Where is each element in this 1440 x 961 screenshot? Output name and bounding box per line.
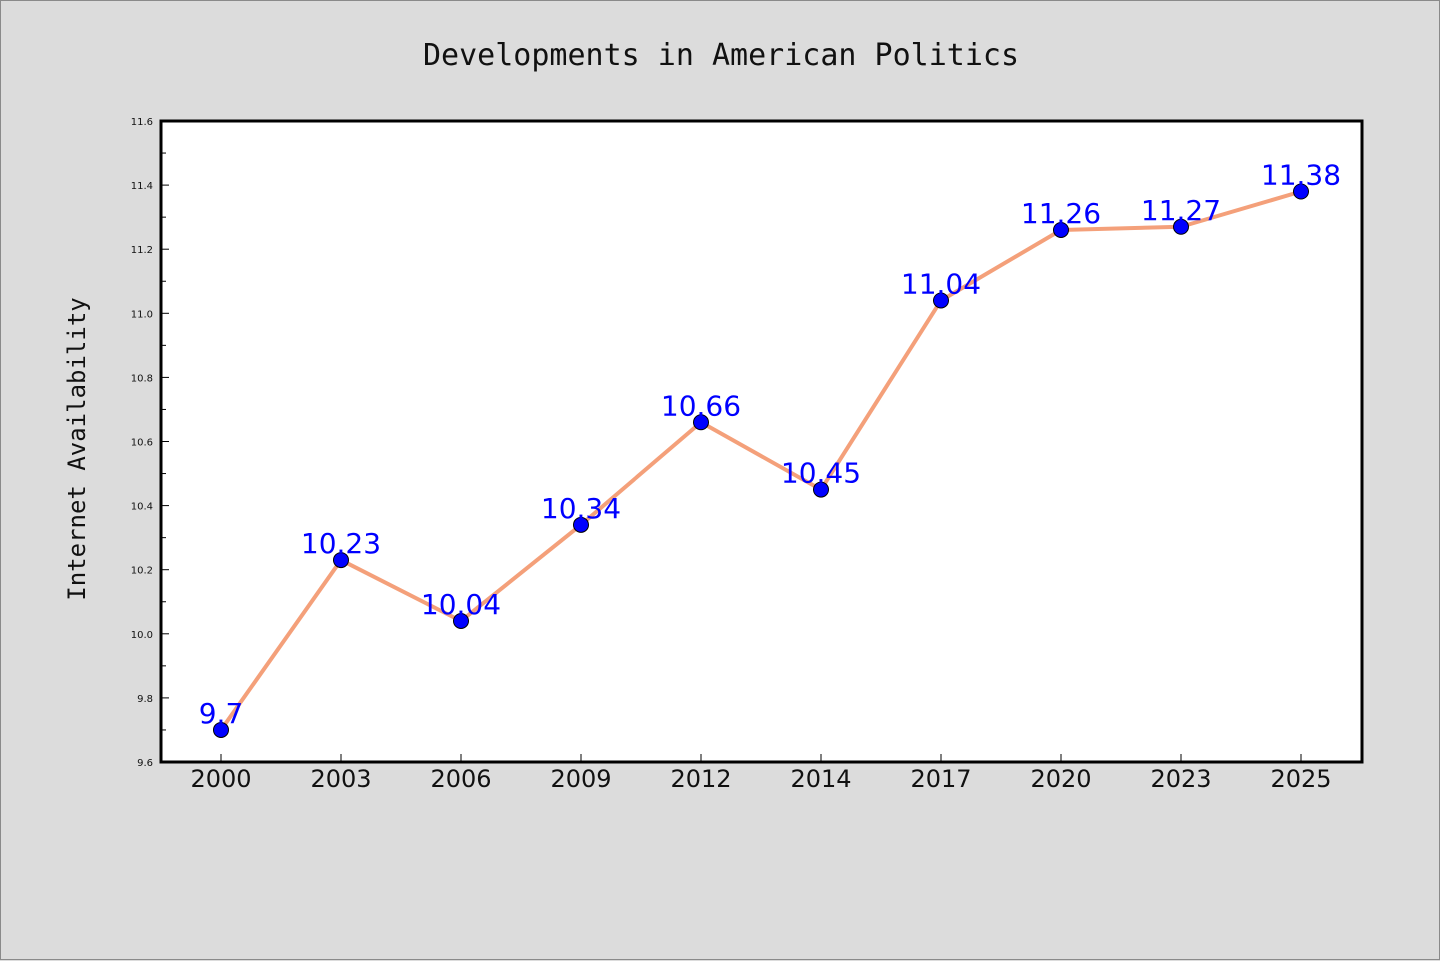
x-tick-label: 2014 (790, 765, 851, 793)
x-tick-label: 2020 (1030, 765, 1091, 793)
x-tick-label: 2003 (310, 765, 371, 793)
data-label: 10.66 (661, 389, 741, 422)
series-group (213, 183, 1309, 738)
data-label: 11.26 (1021, 197, 1101, 230)
data-labels: 9.7 10.23 10.04 10.34 10.66 10.45 11.04 11.26 11… (199, 159, 1341, 730)
y-tick-label: 9.6 (137, 758, 153, 769)
y-tick-label: 10.8 (131, 373, 153, 384)
data-label: 10.45 (781, 457, 861, 490)
data-point (573, 516, 589, 533)
y-tick-label: 10.4 (131, 502, 153, 513)
y-tick-label: 10.0 (131, 630, 153, 641)
data-point (813, 481, 829, 498)
data-point (453, 612, 469, 629)
x-tick-label: 2006 (430, 765, 491, 793)
x-axis-ticks: 2000 2003 2006 2009 2012 2014 2017 2020 2023 2025 (190, 754, 1332, 793)
data-label: 10.04 (421, 588, 501, 621)
data-label: 11.38 (1261, 159, 1341, 192)
y-tick-label: 9.8 (137, 694, 153, 705)
x-tick-label: 2017 (910, 765, 971, 793)
data-point (933, 292, 949, 309)
y-tick-label: 10.2 (131, 566, 153, 577)
y-tick-label: 10.6 (131, 438, 153, 449)
x-tick-label: 2025 (1270, 765, 1331, 793)
data-label: 11.04 (901, 267, 981, 300)
data-label: 10.23 (301, 527, 381, 560)
x-tick-label: 2009 (550, 765, 611, 793)
data-label: 9.7 (199, 697, 244, 730)
data-point (1173, 218, 1189, 235)
data-label: 10.34 (541, 492, 621, 525)
y-tick-label: 11.6 (131, 117, 153, 128)
y-tick-label: 11.4 (131, 181, 153, 192)
chart-title: Developments in American Politics (423, 38, 1019, 73)
data-point (213, 721, 229, 738)
data-point (333, 552, 349, 569)
x-tick-label: 2012 (670, 765, 731, 793)
y-axis-ticks: 9.6 9.8 10.0 10.2 10.4 10.6 10.8 11.0 11.2 11.4 11… (131, 117, 169, 769)
x-tick-label: 2000 (190, 765, 251, 793)
y-axis-label: Internet Availability (63, 297, 91, 600)
data-label: 11.27 (1141, 194, 1221, 227)
x-tick-label: 2023 (1150, 765, 1211, 793)
data-point (693, 414, 709, 431)
data-point (1053, 221, 1069, 238)
series-line (219, 189, 1303, 732)
data-point (1293, 183, 1309, 200)
y-tick-label: 11.0 (131, 309, 153, 320)
y-tick-label: 11.2 (131, 245, 153, 256)
